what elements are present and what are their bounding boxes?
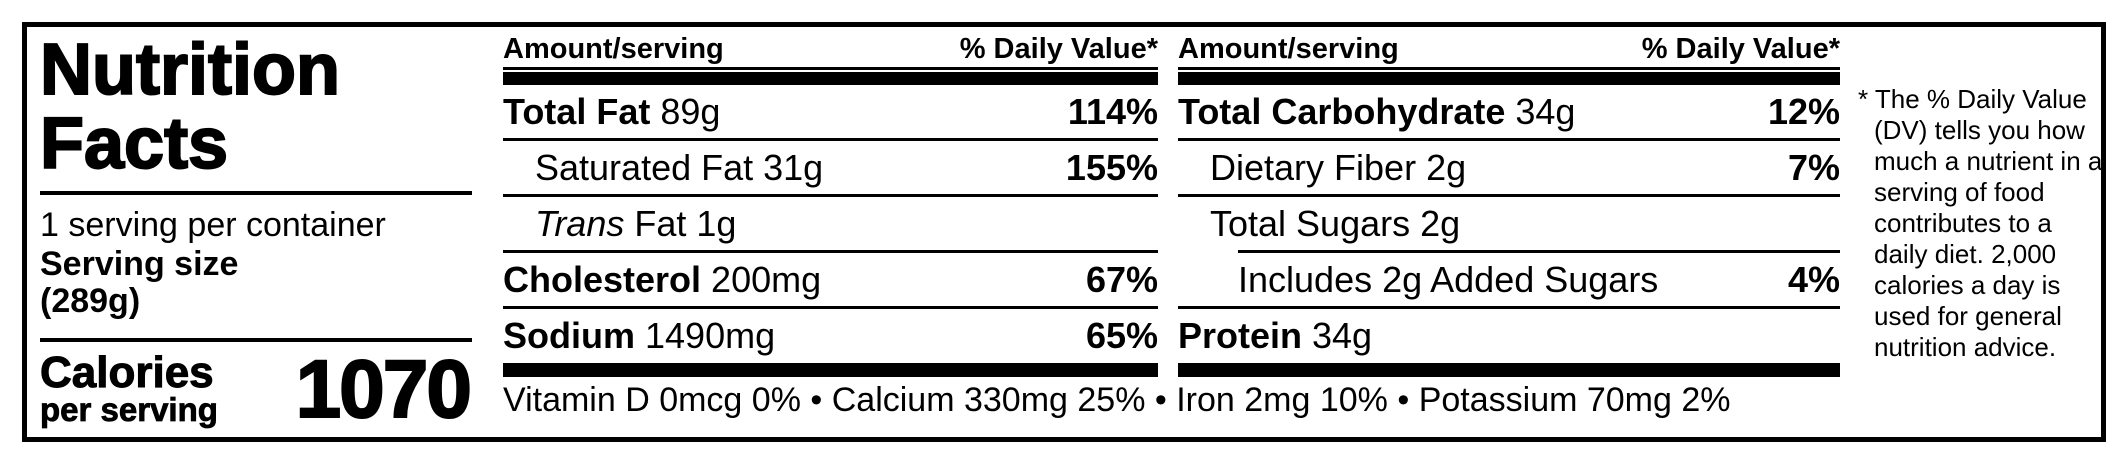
calories-block: Calories per serving 1070	[40, 344, 490, 435]
nutrient-column-1: Amount/serving % Daily Value* Total Fat 8…	[503, 27, 1158, 377]
daily-value-header: % Daily Value*	[1641, 33, 1840, 65]
daily-value-percent: 7%	[1787, 146, 1840, 188]
nutrient-name: Protein 34g	[1178, 314, 1373, 356]
daily-value-percent: 12%	[1767, 90, 1840, 132]
nutrient-name: Includes 2g Added Sugars	[1238, 258, 1659, 300]
header-thick-bar	[1178, 72, 1840, 85]
nutrient-row-total-carbohydrate: Total Carbohydrate 34g 12%	[1178, 85, 1840, 138]
row-divider	[1178, 194, 1840, 197]
nutrient-row-total-sugars: Total Sugars 2g	[1178, 197, 1840, 250]
nutrient-columns-row: Amount/serving % Daily Value* Total Fat 8…	[503, 27, 1840, 377]
amount-serving-header: Amount/serving	[1178, 33, 1399, 65]
nutrient-row-total-fat: Total Fat 89g 114%	[503, 85, 1158, 138]
nutrient-name: Total Carbohydrate 34g	[1178, 90, 1576, 132]
daily-value-percent: 114%	[1067, 90, 1158, 132]
header-thick-bar	[503, 72, 1158, 85]
daily-value-percent: 67%	[1085, 258, 1158, 300]
calories-labels: Calories per serving	[40, 348, 219, 428]
divider	[40, 338, 472, 342]
calories-sublabel: per serving	[40, 391, 219, 428]
nutrient-row-protein: Protein 34g	[1178, 309, 1840, 362]
nutrient-amount: 2g	[1420, 202, 1461, 244]
nutrient-row-added-sugars: Includes 2g Added Sugars 4%	[1178, 253, 1840, 306]
bottom-thick-bar	[1178, 363, 1840, 377]
amount-serving-header: Amount/serving	[503, 33, 724, 65]
column-header: Amount/serving % Daily Value*	[503, 33, 1158, 70]
nutrient-name: Sodium 1490mg	[503, 314, 776, 356]
label-left-panel: Nutrition Facts 1 serving per container …	[27, 27, 490, 437]
daily-value-percent: 4%	[1787, 258, 1840, 300]
column-header: Amount/serving % Daily Value*	[1178, 33, 1840, 70]
nutrient-name: Total Fat 89g	[503, 90, 721, 132]
calories-value: 1070	[295, 344, 473, 435]
nutrition-facts-title: Nutrition Facts	[39, 30, 490, 184]
nutrient-amount: 200mg	[711, 258, 822, 300]
daily-value-percent: 65%	[1085, 314, 1158, 356]
serving-size-weight: (289g)	[40, 282, 141, 320]
nutrient-row-sodium: Sodium 1490mg 65%	[503, 309, 1158, 362]
title-line-1: Nutrition	[39, 30, 341, 110]
title-line-2: Facts	[39, 104, 229, 184]
nutrient-amount: 31g	[763, 146, 824, 188]
daily-value-header: % Daily Value*	[959, 33, 1158, 65]
row-divider	[503, 194, 1158, 197]
nutrient-name: Cholesterol 200mg	[503, 258, 822, 300]
nutrient-name: Dietary Fiber 2g	[1210, 146, 1467, 188]
micronutrients-line: Vitamin D 0mcg 0% • Calcium 330mg 25% • …	[503, 381, 1731, 419]
row-divider	[503, 306, 1158, 309]
footnote-text: * The % Daily Value (DV) tells you how m…	[1858, 84, 2103, 362]
nutrient-amount: 34g	[1515, 90, 1576, 132]
nutrient-name: Trans Fat 1g	[535, 202, 737, 244]
servings-per-container: 1 serving per container	[40, 206, 386, 244]
label-border-box: Nutrition Facts 1 serving per container …	[22, 22, 2106, 442]
daily-value-percent: 155%	[1065, 146, 1158, 188]
nutrient-row-trans-fat: Trans Fat 1g	[503, 197, 1158, 250]
nutrient-amount: 1490mg	[645, 314, 776, 356]
nutrient-row-dietary-fiber: Dietary Fiber 2g 7%	[1178, 141, 1840, 194]
row-divider-indented	[1238, 250, 1840, 253]
nutrient-amount: 34g	[1312, 314, 1373, 356]
nutrient-amount: 89g	[660, 90, 721, 132]
bottom-thick-bar	[503, 363, 1158, 377]
serving-size-label: Serving size	[40, 245, 239, 283]
calories-label: Calories	[40, 348, 215, 397]
row-divider	[503, 250, 1158, 253]
nutrient-amount: 2g	[1426, 146, 1467, 188]
nutrient-row-saturated-fat: Saturated Fat 31g 155%	[503, 141, 1158, 194]
nutrient-row-cholesterol: Cholesterol 200mg 67%	[503, 253, 1158, 306]
nutrient-name: Total Sugars 2g	[1210, 202, 1461, 244]
nutrient-column-2: Amount/serving % Daily Value* Total Carb…	[1178, 27, 1840, 377]
nutrient-amount: 1g	[696, 202, 737, 244]
nutrient-name: Saturated Fat 31g	[535, 146, 824, 188]
row-divider	[1178, 306, 1840, 309]
divider	[40, 191, 472, 195]
row-divider	[1178, 138, 1840, 141]
row-divider	[503, 138, 1158, 141]
nutrient-columns-area: Amount/serving % Daily Value* Total Fat 8…	[503, 27, 1840, 437]
